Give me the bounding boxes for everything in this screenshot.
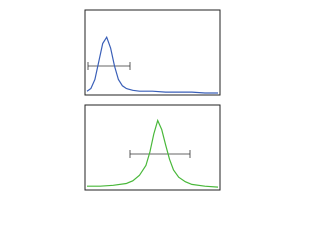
gate-marker bbox=[129, 150, 191, 158]
panel-frame bbox=[84, 9, 221, 96]
gate-marker bbox=[87, 62, 131, 70]
histogram-line bbox=[87, 118, 219, 188]
histogram-line bbox=[86, 35, 218, 94]
chart bbox=[84, 9, 221, 191]
panel-frame bbox=[84, 104, 221, 191]
